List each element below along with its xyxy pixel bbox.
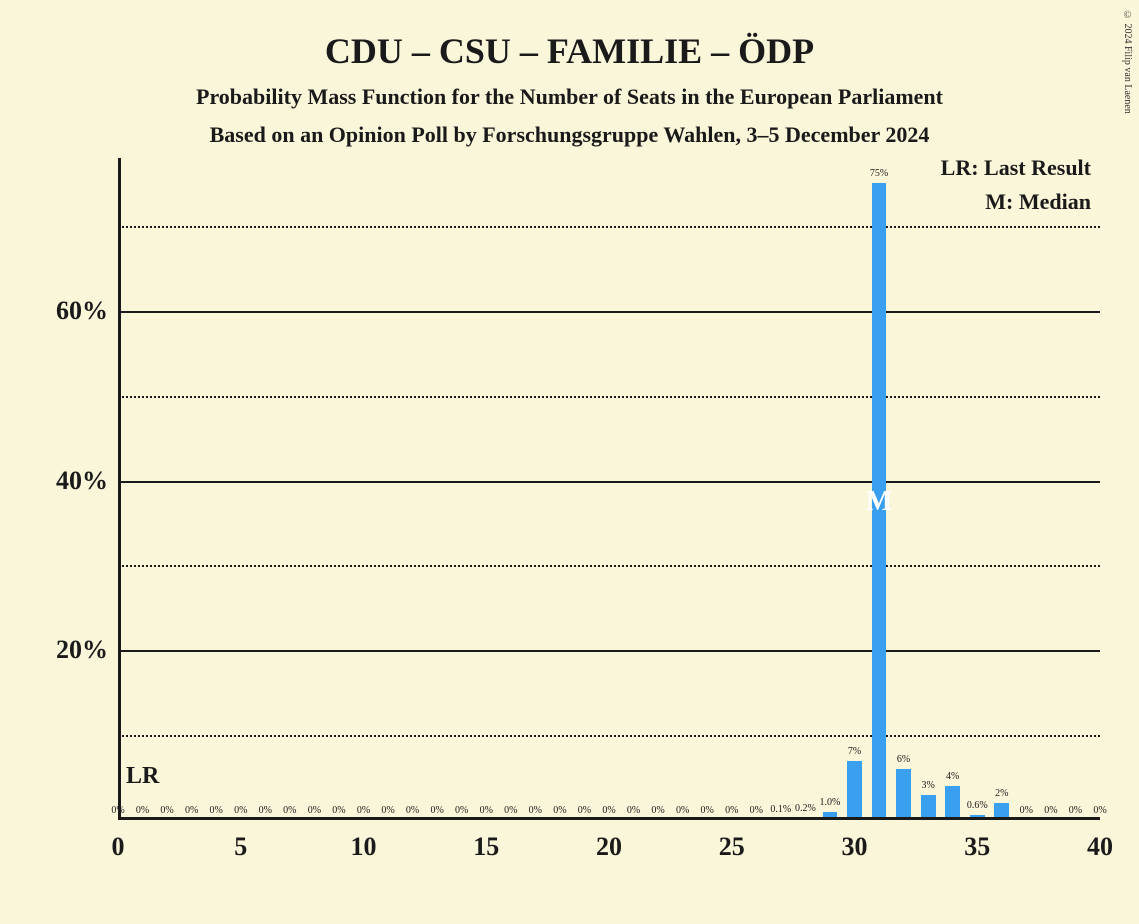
bar-value-label: 0% (750, 805, 763, 816)
bar-value-label: 0% (578, 805, 591, 816)
chart-subtitle-1: Probability Mass Function for the Number… (20, 84, 1119, 110)
bar (847, 761, 862, 820)
bar-value-label: 0% (480, 805, 493, 816)
bar-value-label: 0% (259, 805, 272, 816)
grid-major (118, 481, 1100, 483)
bar-value-label: 0% (553, 805, 566, 816)
x-tick-label: 15 (473, 832, 499, 862)
bar-value-label: 0% (651, 805, 664, 816)
x-tick-label: 0 (112, 832, 125, 862)
bar-value-label: 0% (308, 805, 321, 816)
bar-value-label: 0% (381, 805, 394, 816)
grid-minor (118, 226, 1100, 228)
chart-title: CDU – CSU – FAMILIE – ÖDP (20, 30, 1119, 72)
grid-minor (118, 396, 1100, 398)
y-tick-label: 60% (56, 296, 108, 326)
x-tick-label: 40 (1087, 832, 1113, 862)
bar-value-label: 0% (455, 805, 468, 816)
bar-value-label: 0% (627, 805, 640, 816)
bar-value-label: 0% (160, 805, 173, 816)
bar-value-label: 0% (676, 805, 689, 816)
bar-value-label: 0% (529, 805, 542, 816)
bar-value-label: 3% (921, 780, 934, 791)
grid-minor (118, 735, 1100, 737)
bar-value-label: 0% (725, 805, 738, 816)
x-tick-label: 20 (596, 832, 622, 862)
bar-value-label: 75% (870, 168, 888, 179)
y-tick-label: 20% (56, 635, 108, 665)
bar-value-label: 0% (1020, 805, 1033, 816)
bar-value-label: 7% (848, 746, 861, 757)
bar-value-label: 0% (1093, 805, 1106, 816)
chart-subtitle-2: Based on an Opinion Poll by Forschungsgr… (20, 122, 1119, 148)
plot: 20%40%60%0%0%0%0%0%0%0%0%0%0%0%0%0%0%0%0… (118, 158, 1100, 820)
bar-value-label: 0% (136, 805, 149, 816)
bar (896, 769, 911, 820)
bar (872, 183, 887, 820)
bar-value-label: 4% (946, 771, 959, 782)
bar-value-label: 0% (602, 805, 615, 816)
bar-value-label: 0% (357, 805, 370, 816)
bar-value-label: 0% (1044, 805, 1057, 816)
bar-value-label: 2% (995, 788, 1008, 799)
x-tick-label: 5 (234, 832, 247, 862)
bar-value-label: 0.2% (795, 803, 816, 814)
x-tick-label: 30 (842, 832, 868, 862)
bar-value-label: 0% (283, 805, 296, 816)
bar-value-label: 0% (504, 805, 517, 816)
x-tick-label: 10 (351, 832, 377, 862)
bar-value-label: 0% (1069, 805, 1082, 816)
lr-marker: LR (126, 763, 159, 790)
bar-value-label: 0% (332, 805, 345, 816)
bar-value-label: 0.1% (770, 804, 791, 815)
bar-value-label: 0% (406, 805, 419, 816)
x-tick-label: 35 (964, 832, 990, 862)
bar-value-label: 0% (430, 805, 443, 816)
x-axis (118, 817, 1100, 820)
bar (945, 786, 960, 820)
bar-value-label: 0% (701, 805, 714, 816)
y-tick-label: 40% (56, 466, 108, 496)
grid-major (118, 650, 1100, 652)
bar-value-label: 6% (897, 754, 910, 765)
bar-value-label: 0% (185, 805, 198, 816)
chart-container: CDU – CSU – FAMILIE – ÖDP Probability Ma… (0, 0, 1139, 924)
grid-major (118, 311, 1100, 313)
bar-value-label: 0% (234, 805, 247, 816)
chart-plot-area: 20%40%60%0%0%0%0%0%0%0%0%0%0%0%0%0%0%0%0… (118, 158, 1100, 820)
bar-value-label: 0% (210, 805, 223, 816)
copyright-text: © 2024 Filip van Laenen (1122, 10, 1133, 114)
x-tick-label: 25 (719, 832, 745, 862)
bar-value-label: 1.0% (820, 797, 841, 808)
y-axis (118, 158, 121, 820)
bar-value-label: 0.6% (967, 800, 988, 811)
grid-minor (118, 565, 1100, 567)
